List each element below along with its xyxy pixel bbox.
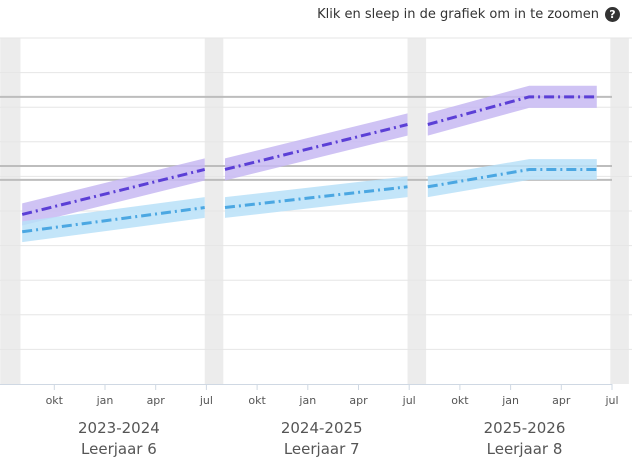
purple-band-1: [224, 113, 408, 181]
grade-label: Leerjaar 6: [81, 440, 157, 458]
school-year-label: 2025-2026: [484, 419, 566, 437]
grade-label: Leerjaar 7: [284, 440, 360, 458]
x-tick-label: jan: [501, 394, 519, 407]
purple-line-2[interactable]: [427, 95, 597, 126]
x-tick-label: okt: [46, 394, 64, 407]
zoom-hint-text: Klik en sleep in de grafiek om in te zoo…: [317, 7, 599, 22]
x-tick-label: jul: [199, 394, 213, 407]
question-icon[interactable]: ?: [605, 7, 620, 22]
grade-label: Leerjaar 8: [487, 440, 563, 458]
blue-band-2: [427, 159, 597, 198]
x-tick-label: apr: [147, 394, 166, 407]
purple-band-0: [22, 158, 205, 226]
x-axis: okt jan apr jul 2023-2024 Leerjaar 6 okt jan apr…: [0, 384, 619, 458]
x-tick-label: jan: [298, 394, 316, 407]
x-tick-label: jul: [402, 394, 416, 407]
x-tick-label: okt: [451, 394, 469, 407]
x-tick-label: jul: [604, 394, 618, 407]
series-lines: [21, 95, 597, 234]
blue-band-0: [22, 197, 205, 243]
x-tick-label: apr: [349, 394, 368, 407]
school-year-label: 2023-2024: [78, 419, 160, 437]
x-tick-label: apr: [552, 394, 571, 407]
x-tick-label: jan: [96, 394, 114, 407]
series-bands: [22, 85, 597, 243]
blue-line-2[interactable]: [427, 167, 597, 189]
zoom-hint: Klik en sleep in de grafiek om in te zoo…: [317, 7, 620, 22]
blue-band-1: [224, 176, 408, 218]
purple-band-2: [427, 85, 597, 136]
school-year-label: 2024-2025: [281, 419, 363, 437]
x-tick-label: okt: [248, 394, 266, 407]
